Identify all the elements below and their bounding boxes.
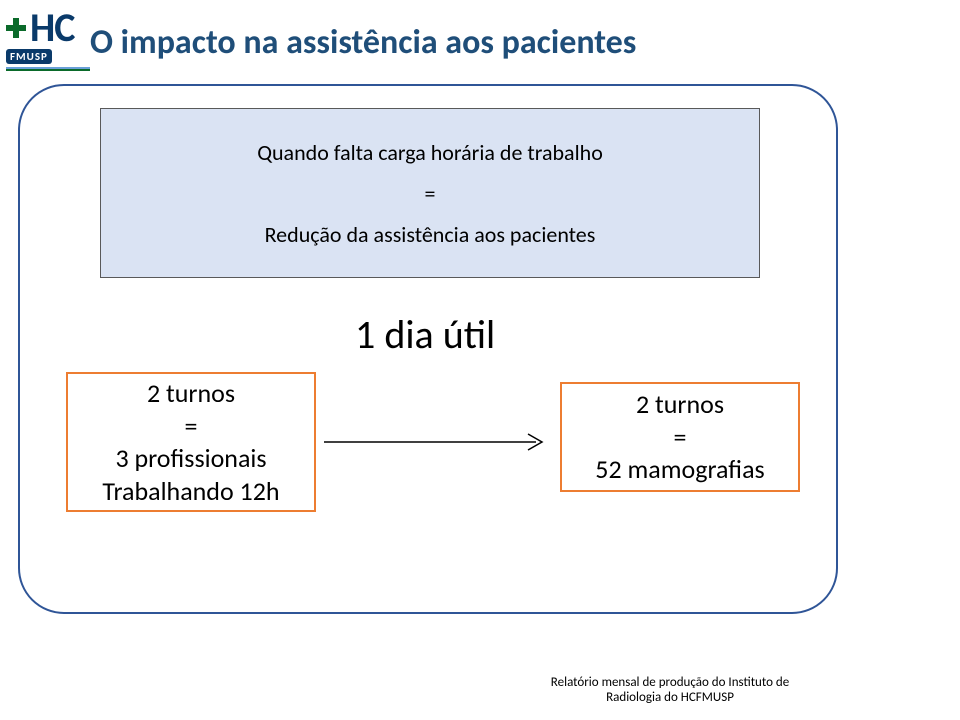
inrad-logo: InRad HCFMUSP [903,710,954,720]
hc-logo: HC FMUSP [6,10,90,71]
left-l3: 3 profissionais [115,442,266,475]
slide-title: O impacto na assistência aos pacientes [90,22,636,63]
citation-l1: Relatório mensal de produção do Institut… [520,675,820,691]
citation-l2: Radiologia do HCFMUSP [520,690,820,706]
premise-line2: Redução da assistência aos pacientes [265,221,596,248]
left-l4: Trabalhando 12h [102,475,279,508]
hc-fmusp-label: FMUSP [6,49,52,64]
hc-logo-text: HC [30,10,74,46]
right-l1: 2 turnos [636,388,724,421]
dia-util-heading: 1 dia útil [355,310,495,359]
left-box: 2 turnos = 3 profissionais Trabalhando 1… [66,372,316,512]
right-box: 2 turnos = 52 mamografias [560,382,800,492]
hc-rule [6,67,90,71]
citation: Relatório mensal de produção do Institut… [520,675,820,706]
arrow [324,430,552,454]
right-l3: 52 mamografias [595,453,764,486]
left-l1: 2 turnos [147,377,235,410]
left-l2: = [185,410,198,443]
premise-equals: = [425,180,436,207]
premise-line1: Quando falta carga horária de trabalho [257,139,603,166]
slide: HC FMUSP O impacto na assistência aos pa… [0,0,960,720]
right-l2: = [674,421,687,454]
plus-icon [6,18,26,38]
premise-box: Quando falta carga horária de trabalho =… [100,108,760,278]
